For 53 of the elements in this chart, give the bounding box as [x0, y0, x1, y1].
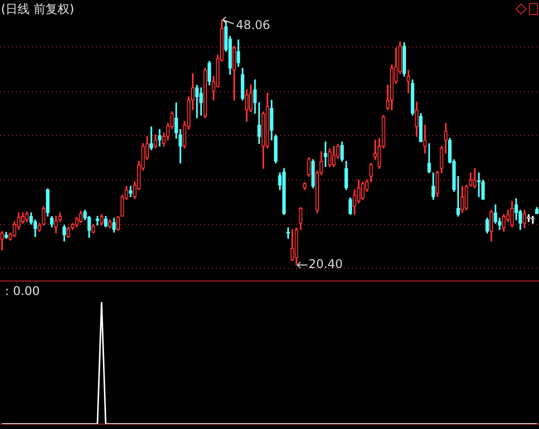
- candlestick: [535, 207, 539, 214]
- candlestick: [427, 143, 431, 174]
- candlestick: [526, 214, 530, 222]
- candlestick: [444, 122, 448, 154]
- candlestick: [307, 157, 311, 177]
- candlestick: [266, 92, 270, 148]
- candlestick: [154, 134, 158, 148]
- candlestick: [402, 42, 406, 77]
- candlestick: [108, 220, 112, 228]
- candlestick: [522, 210, 526, 228]
- candlestick: [472, 168, 477, 188]
- candlestick: [203, 68, 208, 118]
- candlestick: [282, 168, 286, 215]
- candlestick: [4, 232, 8, 239]
- candlestick: [460, 186, 464, 214]
- candlestick: [249, 84, 253, 112]
- candlestick: [104, 216, 108, 228]
- chart-title: ：0.00: [1, 283, 40, 300]
- candlestick: [195, 84, 199, 118]
- candlestick: [46, 188, 50, 217]
- candlestick: [494, 204, 498, 224]
- candlestick: [302, 182, 307, 190]
- candlestick: [352, 189, 356, 215]
- candlestick: [348, 197, 352, 215]
- candlestick: [50, 216, 54, 228]
- candlestick: [530, 216, 535, 224]
- candlestick: [340, 142, 344, 162]
- candlestick: [510, 200, 514, 228]
- candlestick: [29, 212, 33, 225]
- candlestick: [91, 224, 96, 234]
- candlestick: [240, 68, 244, 100]
- candlestick: [324, 142, 328, 167]
- candlestick: [96, 216, 100, 226]
- candlestick: [25, 212, 29, 222]
- candlestick: [112, 218, 116, 233]
- candlestick: [257, 102, 261, 144]
- candlestick: [423, 124, 427, 154]
- candlestick: [456, 176, 460, 217]
- candlestick: [12, 221, 16, 238]
- annotation: 20.40: [308, 257, 343, 272]
- candlestick: [344, 161, 348, 190]
- candlestick: [414, 102, 419, 137]
- candlestick: [410, 79, 414, 116]
- candlestick: [294, 227, 298, 266]
- chart-title: (日线 前复权): [1, 1, 74, 18]
- candlestick: [406, 70, 410, 94]
- candlestick: [360, 181, 365, 200]
- candlestick: [311, 159, 315, 188]
- candlestick: [54, 216, 58, 234]
- candlestick: [481, 180, 485, 200]
- candlestick: [208, 60, 212, 86]
- annotation: 48.06: [236, 18, 270, 32]
- candlestick: [232, 46, 236, 100]
